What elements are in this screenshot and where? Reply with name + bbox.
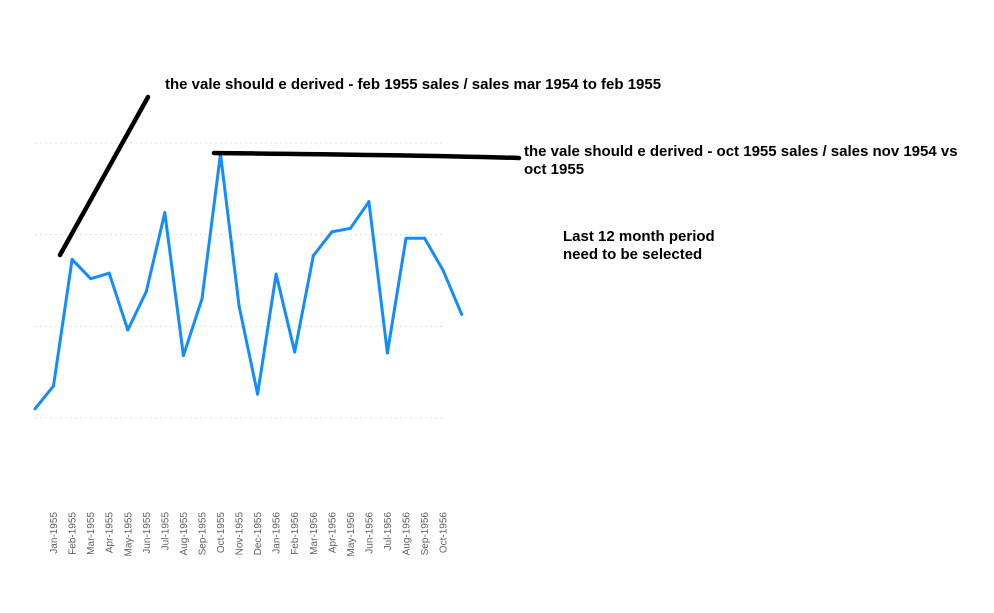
data-point <box>181 354 185 358</box>
x-tick-label: Apr-1956 <box>327 512 338 554</box>
data-point <box>460 312 464 316</box>
data-point <box>52 384 56 388</box>
series-layer <box>33 152 464 411</box>
data-point <box>256 392 260 396</box>
x-tick-label: Jul-1955 <box>160 512 171 551</box>
annotation-strokes <box>57 94 522 258</box>
x-tick-label: Jan-1955 <box>49 512 60 554</box>
data-point <box>144 290 148 293</box>
x-tick-label: Oct-1955 <box>216 512 227 554</box>
x-tick-label: Jul-1956 <box>383 512 394 551</box>
data-point <box>274 272 278 276</box>
annotation-note-feb-1955: the vale should e derived - feb 1955 sal… <box>165 76 662 93</box>
x-tick-label: Nov-1955 <box>235 512 246 556</box>
data-point <box>311 254 315 258</box>
series-line-0 <box>33 152 464 410</box>
annotation-note-last-12-months: Last 12 month period need to be selected <box>563 228 715 263</box>
data-point <box>293 350 297 354</box>
x-tick-label: Apr-1955 <box>105 512 116 554</box>
x-tick-label: Aug-1956 <box>402 512 413 556</box>
x-tick-label: Feb-1956 <box>290 512 301 555</box>
x-tick-label: Feb-1955 <box>68 512 79 555</box>
data-point <box>107 271 111 275</box>
data-point <box>126 328 130 332</box>
x-tick-label: May-1956 <box>346 512 357 557</box>
data-point <box>70 257 74 261</box>
data-point <box>163 211 167 215</box>
data-point <box>404 236 408 240</box>
data-point <box>441 268 445 272</box>
annotation-arrow-feb-1955 <box>57 94 151 258</box>
x-tick-label: Oct-1956 <box>439 512 450 554</box>
data-point <box>89 277 93 281</box>
data-point <box>348 226 352 230</box>
x-tick-label: Mar-1956 <box>309 512 320 555</box>
x-tick-label: Jun-1956 <box>364 512 375 554</box>
x-axis-tick-labels: Jan-1955 Feb-1955 Mar-1955 Apr-1955 May-1955… <box>49 512 450 557</box>
data-point <box>33 407 37 411</box>
data-point <box>237 304 241 308</box>
annotation-arrow-oct-1955 <box>211 150 522 161</box>
data-point <box>330 230 334 234</box>
annotation-note-oct-1955: the vale should e derived - oct 1955 sal… <box>524 143 958 178</box>
data-point <box>423 236 427 240</box>
x-tick-label: Mar-1955 <box>86 512 97 555</box>
x-tick-label: Aug-1955 <box>179 512 190 556</box>
x-tick-label: Jan-1956 <box>272 512 283 554</box>
x-tick-label: Sep-1956 <box>420 512 431 556</box>
x-tick-label: May-1955 <box>123 512 134 557</box>
gridlines <box>35 142 443 419</box>
x-tick-label: Dec-1955 <box>253 512 264 556</box>
data-point <box>367 200 371 204</box>
x-tick-label: Jun-1955 <box>142 512 153 554</box>
x-tick-label: Sep-1955 <box>198 512 209 556</box>
data-point <box>385 351 389 355</box>
data-point <box>200 297 204 301</box>
